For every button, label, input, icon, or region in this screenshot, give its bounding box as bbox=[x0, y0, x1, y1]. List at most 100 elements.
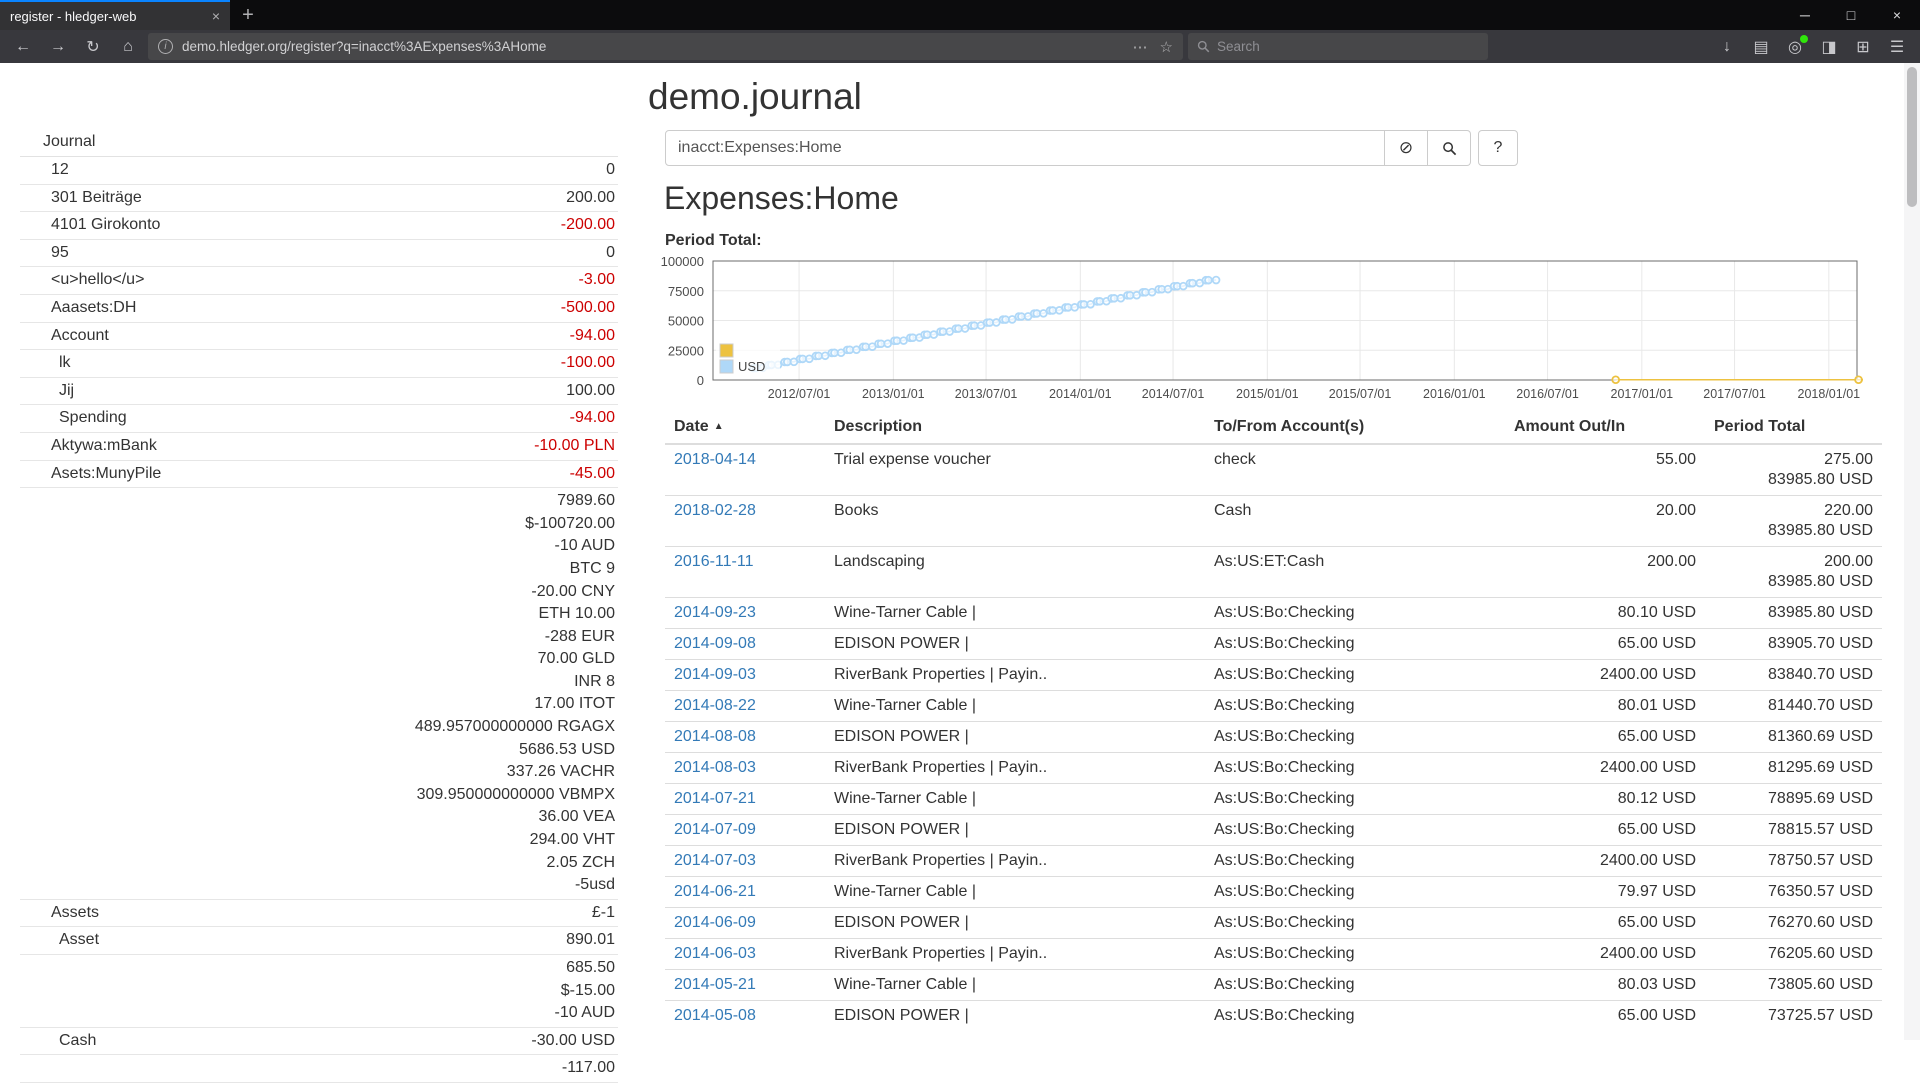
back-button[interactable]: ← bbox=[15, 37, 31, 55]
date-link[interactable]: 2014-07-09 bbox=[674, 821, 756, 838]
account-cell: Cash bbox=[1205, 495, 1505, 547]
date-link[interactable]: 2014-06-03 bbox=[674, 945, 756, 962]
browser-search-bar[interactable]: Search bbox=[1188, 33, 1488, 60]
window-maximize-button[interactable]: □ bbox=[1846, 7, 1856, 23]
col-header-account[interactable]: To/From Account(s) bbox=[1205, 413, 1505, 445]
page-actions-icon[interactable]: ⋯ bbox=[1132, 38, 1148, 56]
sidebar-toggle-icon[interactable]: ◨ bbox=[1821, 38, 1837, 56]
account-link[interactable]: <u>hello</u> bbox=[51, 271, 145, 289]
account-link[interactable]: 4101 Girokonto bbox=[51, 216, 161, 234]
library-icon[interactable]: ▤ bbox=[1753, 38, 1769, 56]
account-link[interactable]: Cash bbox=[59, 1031, 97, 1049]
account-balance: 17.00 ITOT bbox=[534, 695, 615, 713]
sort-asc-icon: ▲ bbox=[713, 421, 724, 432]
account-balance: -288 EUR bbox=[544, 627, 615, 645]
new-tab-button[interactable]: + bbox=[242, 3, 254, 26]
svg-text:2017/07/01: 2017/07/01 bbox=[1703, 387, 1766, 401]
account-balances: -117.00 bbox=[59, 1057, 618, 1080]
account-link[interactable]: Account bbox=[51, 326, 109, 344]
date-link[interactable]: 2014-09-08 bbox=[674, 635, 756, 652]
window-close-button[interactable]: × bbox=[1892, 7, 1902, 23]
date-link[interactable]: 2014-07-21 bbox=[674, 790, 756, 807]
date-link[interactable]: 2014-07-03 bbox=[674, 852, 756, 869]
query-input[interactable] bbox=[665, 130, 1385, 166]
date-link[interactable]: 2018-04-14 bbox=[674, 451, 756, 468]
reload-button[interactable]: ↻ bbox=[86, 38, 100, 56]
account-cell: As:US:Bo:Checking bbox=[1205, 659, 1505, 691]
account-row: <u>hello</u> -3.00 bbox=[20, 267, 618, 295]
period-total-cell: 275.00 83985.80 USD bbox=[1705, 443, 1882, 496]
clear-query-button[interactable]: ⊘ bbox=[1385, 130, 1428, 166]
journal-link[interactable]: Journal bbox=[20, 130, 618, 157]
date-link[interactable]: 2014-05-21 bbox=[674, 976, 756, 993]
page-scrollbar[interactable] bbox=[1904, 63, 1920, 1040]
account-link[interactable]: 12 bbox=[51, 161, 69, 178]
browser-tab[interactable]: register - hledger-web × bbox=[0, 0, 230, 30]
date-cell: 2016-11-11 bbox=[665, 546, 825, 598]
col-header-period-total[interactable]: Period Total bbox=[1705, 413, 1882, 445]
date-link[interactable]: 2014-08-03 bbox=[674, 759, 756, 776]
account-balances: -94.00 bbox=[127, 407, 618, 430]
period-total-line: 83840.70 USD bbox=[1768, 666, 1873, 683]
account-link[interactable]: lk bbox=[59, 354, 71, 372]
amount-cell: 79.97 USD bbox=[1505, 876, 1705, 908]
date-link[interactable]: 2016-11-11 bbox=[674, 553, 754, 570]
col-header-date[interactable]: Date ▲ bbox=[665, 413, 825, 445]
account-link[interactable]: Jij bbox=[59, 381, 75, 399]
download-icon[interactable]: ↓ bbox=[1723, 37, 1731, 55]
date-link[interactable]: 2014-06-09 bbox=[674, 914, 756, 931]
window-minimize-button[interactable]: ─ bbox=[1800, 7, 1810, 23]
menu-hamburger-icon[interactable]: ☰ bbox=[1889, 38, 1905, 56]
account-link[interactable]: 95 bbox=[51, 243, 69, 261]
period-total-cell: 83985.80 USD bbox=[1705, 597, 1882, 629]
period-total-cell: 76270.60 USD bbox=[1705, 907, 1882, 939]
svg-text:2012/07/01: 2012/07/01 bbox=[768, 387, 831, 401]
description-cell: RiverBank Properties | Payin.. bbox=[825, 845, 1205, 877]
tab-close-icon[interactable]: × bbox=[211, 8, 220, 24]
home-button[interactable]: ⌂ bbox=[123, 37, 133, 55]
account-balances: 100.00 bbox=[74, 380, 618, 403]
svg-text:50000: 50000 bbox=[668, 314, 704, 329]
date-link[interactable]: 2014-09-03 bbox=[674, 666, 756, 683]
chart-title: Period Total: bbox=[665, 232, 762, 249]
bookmark-star-icon[interactable]: ☆ bbox=[1159, 38, 1173, 56]
register-row: 2018-04-14 Trial expense voucher check 55.0… bbox=[665, 443, 1882, 496]
date-link[interactable]: 2014-09-23 bbox=[674, 604, 756, 621]
date-link[interactable]: 2014-06-21 bbox=[674, 883, 756, 900]
forward-button[interactable]: → bbox=[50, 37, 66, 55]
account-link[interactable]: 301 Beiträge bbox=[51, 188, 142, 206]
amount-cell: 80.01 USD bbox=[1505, 690, 1705, 722]
date-link[interactable]: 2014-05-08 bbox=[674, 1007, 756, 1024]
account-balance: -3.00 bbox=[578, 271, 615, 289]
search-button[interactable] bbox=[1428, 130, 1471, 166]
account-link[interactable]: Assets bbox=[51, 903, 100, 921]
col-header-description[interactable]: Description bbox=[825, 413, 1205, 445]
account-link[interactable]: Asset bbox=[59, 931, 100, 949]
date-cell: 2014-08-22 bbox=[665, 690, 825, 722]
period-total-line: 78750.57 USD bbox=[1768, 852, 1873, 869]
account-link[interactable]: Aaasets:DH bbox=[51, 298, 137, 316]
account-balance: -45.00 bbox=[569, 464, 615, 482]
site-info-icon[interactable]: i bbox=[158, 39, 173, 54]
scrollbar-thumb[interactable] bbox=[1907, 67, 1917, 207]
col-header-amount[interactable]: Amount Out/In bbox=[1505, 413, 1705, 445]
date-cell: 2014-07-09 bbox=[665, 814, 825, 846]
amount-cell: 200.00 bbox=[1505, 546, 1705, 598]
period-total-line: 78895.69 USD bbox=[1768, 790, 1873, 807]
account-row: Asset 890.01 bbox=[20, 927, 618, 955]
account-link[interactable]: Spending bbox=[59, 409, 127, 427]
account-cell: As:US:ET:Cash bbox=[1205, 546, 1505, 598]
url-bar[interactable]: i demo.hledger.org/register?q=inacct%3AE… bbox=[148, 33, 1183, 60]
apps-grid-icon[interactable]: ⊞ bbox=[1856, 38, 1870, 56]
account-link[interactable]: Asets:MunyPile bbox=[51, 464, 162, 482]
help-button[interactable]: ? bbox=[1478, 130, 1518, 166]
date-link[interactable]: 2014-08-08 bbox=[674, 728, 756, 745]
date-link[interactable]: 2014-08-22 bbox=[674, 697, 756, 714]
extension-icon[interactable]: ◎ bbox=[1780, 33, 1810, 60]
date-link[interactable]: 2018-02-28 bbox=[674, 502, 756, 519]
description-cell: EDISON POWER | bbox=[825, 1000, 1205, 1031]
date-cell: 2014-08-08 bbox=[665, 721, 825, 753]
svg-text:2014/01/01: 2014/01/01 bbox=[1049, 387, 1112, 401]
account-link[interactable]: Aktywa:mBank bbox=[51, 436, 157, 454]
register-table: Date ▲ Description To/From Account(s) Amo… bbox=[665, 413, 1882, 1031]
